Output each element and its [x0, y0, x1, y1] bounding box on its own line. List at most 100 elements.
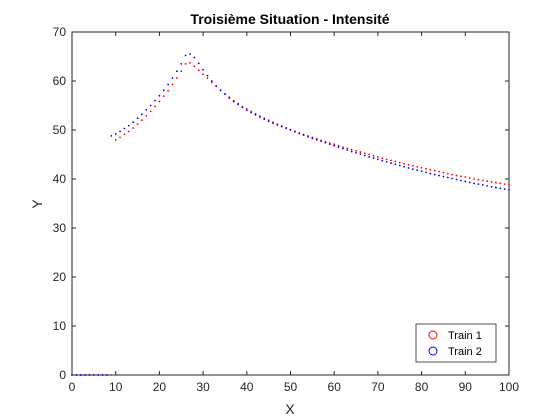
data-point-train-2 [355, 151, 357, 154]
data-point-train-2 [84, 374, 87, 376]
data-point-train-1 [136, 123, 139, 126]
data-point-train-1 [355, 149, 357, 152]
data-point-train-1 [206, 77, 209, 79]
data-point-train-2 [149, 104, 152, 107]
data-point-train-1 [368, 153, 371, 156]
data-point-train-1 [442, 171, 445, 174]
data-point-train-2 [123, 127, 126, 130]
data-point-train-2 [106, 374, 108, 376]
data-point-train-2 [145, 109, 148, 111]
data-point-train-2 [350, 150, 353, 153]
y-tick-label: 10 [53, 319, 67, 333]
data-point-train-1 [114, 138, 117, 141]
data-point-train-2 [206, 74, 209, 77]
data-point-train-2 [280, 125, 283, 128]
data-point-train-2 [154, 99, 156, 102]
data-point-train-2 [368, 156, 371, 158]
y-tick-label: 20 [53, 270, 67, 284]
data-point-train-2 [499, 187, 502, 190]
data-point-train-1 [119, 136, 121, 139]
y-tick-label: 70 [53, 25, 67, 39]
x-tick-label: 50 [284, 380, 298, 394]
data-point-train-2 [464, 180, 467, 183]
data-point-train-2 [197, 62, 200, 65]
data-point-train-2 [337, 146, 340, 149]
y-tick-label: 50 [53, 123, 67, 137]
data-point-train-2 [189, 53, 191, 55]
data-point-train-1 [460, 175, 462, 178]
data-point-train-1 [508, 183, 510, 186]
legend-marker-train-2 [428, 346, 438, 356]
data-point-train-2 [411, 168, 414, 171]
data-point-train-1 [503, 183, 506, 186]
data-point-train-1 [473, 178, 475, 180]
data-point-train-2 [315, 138, 318, 141]
x-tick-label: 40 [240, 380, 254, 394]
data-point-train-1 [416, 165, 419, 168]
data-point-train-2 [88, 374, 91, 376]
data-point-train-2 [455, 178, 458, 181]
data-point-train-1 [499, 182, 502, 185]
x-tick-label: 80 [415, 380, 429, 394]
data-point-train-1 [141, 119, 143, 122]
data-point-train-2 [254, 113, 257, 116]
data-point-train-2 [473, 182, 475, 185]
data-point-train-2 [127, 124, 130, 127]
data-point-train-1 [438, 170, 440, 173]
data-point-train-2 [307, 135, 309, 138]
data-point-train-1 [333, 143, 336, 146]
data-point-train-2 [97, 374, 100, 376]
data-point-train-2 [377, 158, 379, 161]
data-point-train-1 [162, 95, 165, 98]
data-point-train-2 [289, 129, 292, 131]
data-point-train-1 [420, 166, 423, 169]
data-point-train-2 [477, 183, 480, 186]
legend: Train 1 Train 2 [415, 323, 497, 363]
data-point-train-1 [250, 110, 253, 113]
data-point-train-2 [276, 123, 279, 126]
data-point-train-2 [508, 188, 510, 191]
y-tick-label: 40 [53, 172, 67, 186]
series-2 [71, 53, 510, 376]
data-point-train-1 [346, 147, 349, 150]
data-point-train-1 [390, 159, 392, 162]
data-point-train-2 [272, 122, 274, 125]
data-point-train-2 [259, 116, 261, 118]
data-point-train-2 [372, 157, 375, 160]
data-point-train-2 [302, 134, 305, 137]
data-point-train-2 [342, 147, 344, 150]
data-point-train-1 [446, 172, 449, 175]
legend-box [415, 323, 497, 363]
data-point-train-2 [162, 89, 165, 92]
data-point-train-1 [377, 156, 379, 158]
data-point-train-1 [210, 81, 213, 84]
data-point-train-1 [394, 160, 397, 163]
data-point-train-2 [328, 143, 331, 146]
data-point-train-2 [167, 83, 170, 86]
x-tick-label: 90 [459, 380, 473, 394]
data-point-train-1 [245, 108, 248, 110]
data-point-train-2 [110, 134, 113, 137]
data-point-train-1 [464, 176, 467, 178]
legend-label-train-2: Train 2 [448, 346, 482, 358]
data-point-train-1 [110, 374, 113, 376]
data-point-train-2 [119, 130, 121, 133]
data-point-train-2 [416, 169, 419, 172]
data-point-train-1 [398, 161, 401, 164]
data-point-train-1 [123, 133, 126, 136]
data-point-train-1 [132, 127, 135, 129]
data-point-train-2 [363, 154, 366, 157]
data-point-train-2 [141, 113, 143, 116]
data-point-train-2 [490, 185, 493, 188]
data-point-train-1 [175, 77, 178, 79]
data-point-train-2 [333, 144, 336, 147]
data-point-train-2 [132, 121, 135, 124]
data-point-train-1 [455, 174, 458, 177]
data-point-train-2 [180, 62, 183, 65]
data-point-train-1 [167, 89, 170, 92]
data-point-train-2 [468, 181, 471, 184]
data-point-train-2 [232, 100, 235, 103]
legend-label-train-1: Train 1 [448, 330, 482, 342]
data-point-train-2 [442, 175, 445, 178]
